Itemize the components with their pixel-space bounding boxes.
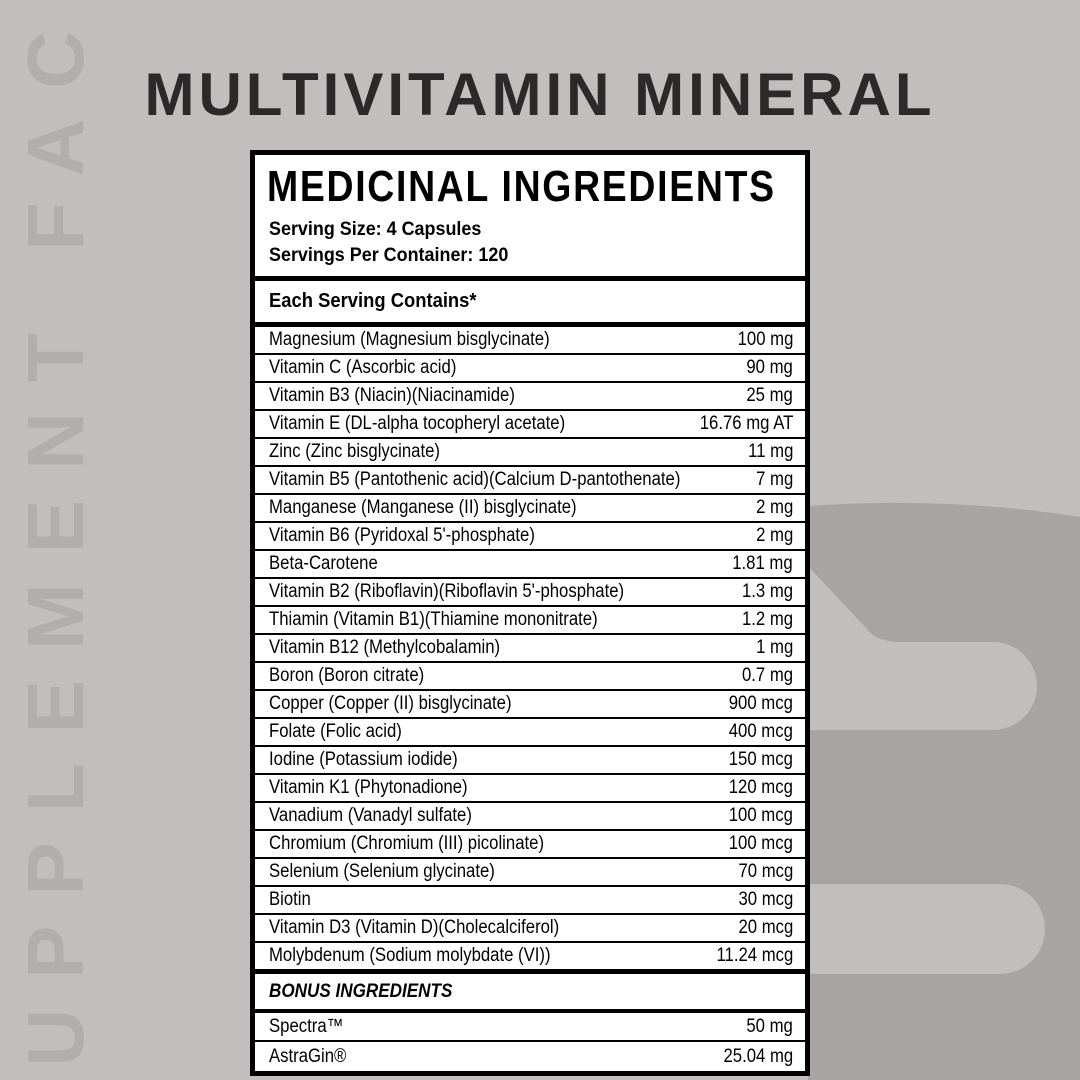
ingredient-name: Vitamin B3 (Niacin)(Niacinamide): [269, 385, 515, 406]
ingredient-name: Copper (Copper (II) bisglycinate): [269, 693, 512, 714]
ingredient-amount: 50 mg: [746, 1015, 793, 1037]
ingredient-name: Chromium (Chromium (III) picolinate): [269, 833, 545, 854]
ingredient-amount: 150 mcg: [728, 749, 793, 770]
logo-shape-dark-area: [808, 502, 1080, 1080]
ingredient-amount: 11 mg: [747, 441, 793, 462]
ingredient-row: Thiamin (Vitamin B1)(Thiamine mononitrat…: [255, 607, 805, 635]
ingredient-amount: 1.3 mg: [741, 581, 793, 602]
serving-size: Serving Size: 4 Capsules: [269, 218, 482, 240]
ingredient-amount: 70 mcg: [738, 861, 793, 882]
bonus-ingredients-header: BONUS INGREDIENTS: [255, 974, 805, 1013]
ingredient-name: Vanadium (Vanadyl sulfate): [269, 805, 472, 826]
ingredient-name: Iodine (Potassium iodide): [269, 749, 458, 770]
ingredient-row: Vitamin B3 (Niacin)(Niacinamide) 25 mg: [255, 383, 805, 411]
ingredient-name: Vitamin B6 (Pyridoxal 5'-phosphate): [269, 525, 535, 546]
ingredient-row: Zinc (Zinc bisglycinate) 11 mg: [255, 439, 805, 467]
bonus-ingredient-rows: Spectra™ 50 mg AstraGin® 25.04 mg: [255, 1013, 805, 1071]
ingredient-amount: 25.04 mg: [723, 1045, 793, 1067]
ingredient-name: Vitamin E (DL-alpha tocopheryl acetate): [269, 413, 566, 434]
panel-title: MEDICINAL INGREDIENTS: [267, 162, 776, 211]
ingredient-name: Zinc (Zinc bisglycinate): [269, 441, 440, 462]
ingredient-amount: 120 mcg: [728, 777, 793, 798]
ingredient-name: Vitamin B2 (Riboflavin)(Riboflavin 5'-ph…: [269, 581, 625, 602]
ingredient-row: Biotin 30 mcg: [255, 887, 805, 915]
ingredient-row: Vitamin C (Ascorbic acid) 90 mg: [255, 355, 805, 383]
ingredient-name: Vitamin K1 (Phytonadione): [269, 777, 468, 798]
ingredient-amount: 2 mg: [755, 497, 793, 518]
ingredient-amount: 30 mcg: [738, 889, 793, 910]
ingredient-rows: Magnesium (Magnesium bisglycinate) 100 mg…: [255, 327, 805, 974]
ingredient-amount: 1 mg: [755, 637, 793, 658]
ingredient-row: Vitamin B6 (Pyridoxal 5'-phosphate) 2 mg: [255, 523, 805, 551]
ingredient-row: Boron (Boron citrate) 0.7 mg: [255, 663, 805, 691]
logo-shape-cutout-top: [806, 564, 1037, 730]
ingredient-name: Vitamin B5 (Pantothenic acid)(Calcium D-…: [269, 469, 681, 490]
ingredient-name: Vitamin C (Ascorbic acid): [269, 357, 457, 378]
ingredient-row: Beta-Carotene 1.81 mg: [255, 551, 805, 579]
ingredient-name: Manganese (Manganese (II) bisglycinate): [269, 497, 577, 518]
ingredient-amount: 2 mg: [755, 525, 793, 546]
ingredient-row: Vitamin B2 (Riboflavin)(Riboflavin 5'-ph…: [255, 579, 805, 607]
ingredient-row: Selenium (Selenium glycinate) 70 mcg: [255, 859, 805, 887]
ingredient-name: Vitamin B12 (Methylcobalamin): [269, 637, 501, 658]
ingredient-amount: 900 mcg: [728, 693, 793, 714]
ingredient-name: Boron (Boron citrate): [269, 665, 425, 686]
watermark-supplement-facts: SUPPLEMENT FACTS: [11, 0, 100, 1080]
ingredient-row: Vitamin E (DL-alpha tocopheryl acetate) 1…: [255, 411, 805, 439]
ingredient-name: Beta-Carotene: [269, 553, 378, 574]
ingredient-row: Manganese (Manganese (II) bisglycinate) 2…: [255, 495, 805, 523]
ingredient-row: Magnesium (Magnesium bisglycinate) 100 mg: [255, 327, 805, 355]
ingredient-amount: 90 mg: [746, 357, 793, 378]
ingredient-row: Copper (Copper (II) bisglycinate) 900 mcg: [255, 691, 805, 719]
each-serving-contains-row: Each Serving Contains*: [255, 276, 805, 327]
ingredient-row: Chromium (Chromium (III) picolinate) 100 …: [255, 831, 805, 859]
ingredient-name: Spectra™: [269, 1015, 344, 1037]
servings-per-container: Servings Per Container: 120: [269, 244, 509, 266]
ingredient-row: Vitamin K1 (Phytonadione) 120 mcg: [255, 775, 805, 803]
ingredient-amount: 11.24 mcg: [716, 945, 793, 966]
ingredient-row: Molybdenum (Sodium molybdate (VI)) 11.24 …: [255, 943, 805, 974]
ingredient-amount: 1.2 mg: [741, 609, 793, 630]
ingredient-amount: 16.76 mg AT: [699, 413, 793, 434]
ingredient-amount: 20 mcg: [738, 917, 793, 938]
ingredient-amount: 100 mg: [737, 329, 793, 350]
ingredient-amount: 25 mg: [746, 385, 793, 406]
ingredient-amount: 1.81 mg: [732, 553, 793, 574]
ingredient-name: AstraGin®: [269, 1045, 347, 1067]
page-title: MULTIVITAMIN MINERAL: [144, 61, 936, 128]
ingredient-name: Molybdenum (Sodium molybdate (VI)): [269, 945, 551, 966]
each-serving-contains-label: Each Serving Contains*: [269, 290, 477, 312]
ingredient-row: Folate (Folic acid) 400 mcg: [255, 719, 805, 747]
ingredient-row: Vitamin B12 (Methylcobalamin) 1 mg: [255, 635, 805, 663]
ingredient-row: Vanadium (Vanadyl sulfate) 100 mcg: [255, 803, 805, 831]
ingredient-name: Magnesium (Magnesium bisglycinate): [269, 329, 550, 350]
ingredient-amount: 0.7 mg: [741, 665, 793, 686]
ingredient-amount: 7 mg: [755, 469, 793, 490]
ingredient-name: Folate (Folic acid): [269, 721, 402, 742]
ingredient-amount: 400 mcg: [728, 721, 793, 742]
logo-shape-cutout-bottom: [806, 884, 1045, 974]
ingredient-row: AstraGin® 25.04 mg: [255, 1042, 805, 1071]
ingredient-row: Vitamin D3 (Vitamin D)(Cholecalciferol) 2…: [255, 915, 805, 943]
panel-header: MEDICINAL INGREDIENTS Serving Size: 4 Ca…: [255, 162, 805, 276]
medicinal-ingredients-panel: MEDICINAL INGREDIENTS Serving Size: 4 Ca…: [250, 150, 810, 1076]
ingredient-row: Vitamin B5 (Pantothenic acid)(Calcium D-…: [255, 467, 805, 495]
ingredient-name: Selenium (Selenium glycinate): [269, 861, 495, 882]
ingredient-row: Iodine (Potassium iodide) 150 mcg: [255, 747, 805, 775]
ingredient-row: Spectra™ 50 mg: [255, 1013, 805, 1042]
ingredient-amount: 100 mcg: [728, 805, 793, 826]
ingredient-name: Vitamin D3 (Vitamin D)(Cholecalciferol): [269, 917, 560, 938]
ingredient-name: Thiamin (Vitamin B1)(Thiamine mononitrat…: [269, 609, 598, 630]
bonus-ingredients-label: BONUS INGREDIENTS: [269, 981, 453, 1002]
ingredient-name: Biotin: [269, 889, 311, 910]
ingredient-amount: 100 mcg: [728, 833, 793, 854]
